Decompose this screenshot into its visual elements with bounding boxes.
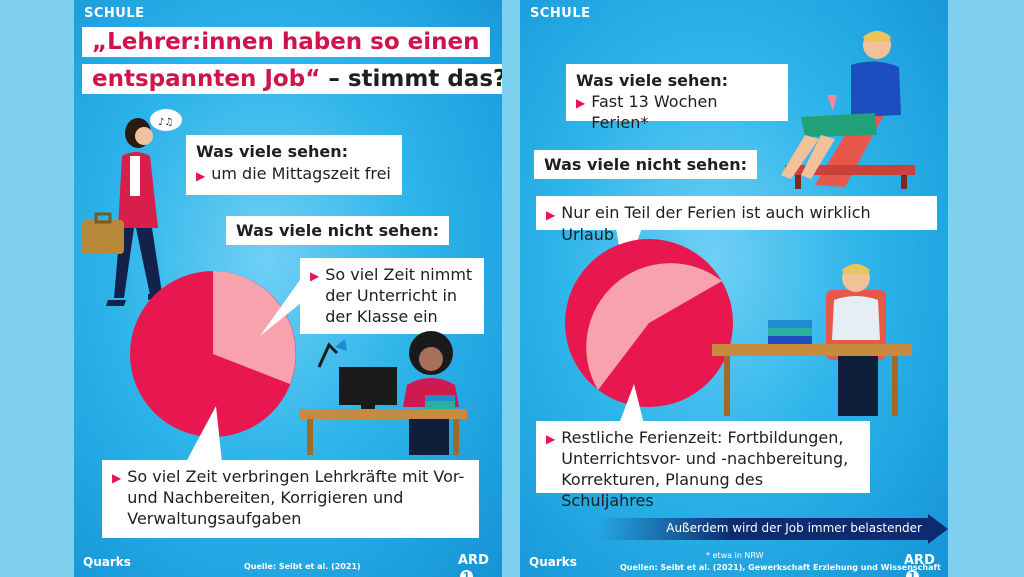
remaining-time-text: Restliche Ferienzeit: Fortbildungen, Unt… [561,428,849,510]
section-label: SCHULE [530,6,591,21]
callout-pointer [260,280,312,336]
seen-item: um die Mittagszeit frei [211,164,391,183]
desk-teacher-illustration [299,331,467,455]
section-label: SCHULE [84,6,145,21]
ard-one-icon: 1 [906,570,919,577]
seen-box: Was viele sehen: ▶ Fast 13 Wochen Ferien* [566,64,788,132]
pie-slice-teaching [213,271,296,384]
headline-line-2: entspannten Job“ – stimmt das? [82,64,502,94]
seen-label: Was viele sehen: [196,142,349,161]
seen-box: Was viele sehen: ▶ um die Mittagszeit fre… [186,135,402,195]
ard-one-icon: 1 [460,570,473,577]
not-seen-label: Was viele nicht sehen: [226,216,450,245]
right-infographic-panel: SCHULE Was viele sehen: ▶ Fast 13 Wochen … [520,0,948,577]
bullet-icon: ▶ [546,432,556,446]
vacation-pie-chart [565,239,733,407]
other-tasks-text: So viel Zeit verbringen Lehrkräfte mit V… [127,467,465,528]
seen-item: Fast 13 Wochen Ferien* [591,92,718,132]
bullet-icon: ▶ [546,208,556,222]
reading-teacher-illustration [712,264,912,416]
source-text: Quelle: Seibt et al. (2021) [244,562,361,571]
ard-logo: ARD1 [904,553,948,577]
seen-label: Was viele sehen: [576,71,729,90]
source-text: Quellen: Seibt et al. (2021), Gewerkscha… [620,563,941,572]
pie-slice-vacation [586,263,722,390]
quarks-logo: Quarks [83,555,131,569]
teaching-callout: ▶ So viel Zeit nimmt der Unterricht in de… [300,258,484,334]
svg-text:♪♫: ♪♫ [158,117,173,128]
bullet-icon: ▶ [112,471,122,485]
quarks-logo: Quarks [529,555,577,569]
time-pie-chart [130,271,296,437]
arrow-right-icon [928,514,948,544]
vacation-text: Nur ein Teil der Ferien ist auch wirklic… [561,203,871,244]
bullet-icon: ▶ [576,96,586,110]
bullet-icon: ▶ [196,169,206,183]
bullet-icon: ▶ [310,269,320,283]
remaining-time-callout: ▶ Restliche Ferienzeit: Fortbildungen, Un… [536,421,870,510]
not-seen-label: Was viele nicht sehen: [534,150,758,179]
headline-line-1: „Lehrer:innen haben so einen [82,27,490,57]
workload-banner: Außerdem wird der Job immer belastender [598,518,930,540]
footnote-text: * etwa in NRW [706,551,764,560]
left-infographic-panel: SCHULE „Lehrer:innen haben so einen ents… [74,0,502,577]
ard-logo: ARD1 [458,553,502,577]
other-tasks-callout: ▶ So viel Zeit verbringen Lehrkräfte mit … [102,460,479,538]
callout-pointer [186,406,222,462]
workload-banner-text: Außerdem wird der Job immer belastender [666,521,922,535]
vacation-callout: ▶ Nur ein Teil der Ferien ist auch wirkli… [536,196,937,244]
lounging-teacher-illustration [781,31,915,189]
teaching-text: So viel Zeit nimmt der Unterricht in der… [325,265,473,326]
callout-pointer [616,384,646,432]
